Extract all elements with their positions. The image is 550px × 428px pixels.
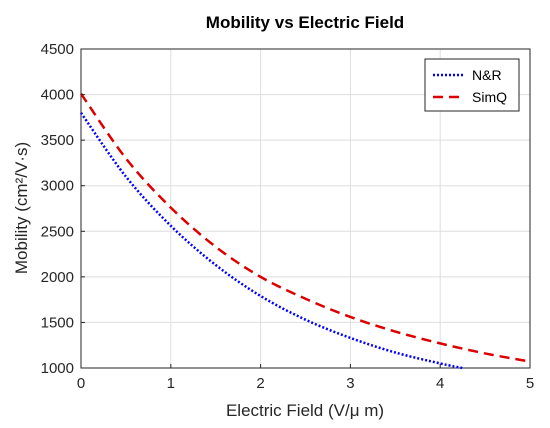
x-tick-label: 2 — [256, 375, 264, 392]
x-tick-label: 5 — [526, 375, 534, 392]
y-axis-label: Mobility (cm²/V·s) — [12, 142, 31, 274]
plot-frame — [80, 48, 531, 369]
y-tick-label: 3500 — [41, 132, 74, 149]
x-tick-label: 3 — [346, 375, 354, 392]
y-tick-labels: 1000 1500 2000 2500 3000 3500 4000 4500 — [41, 41, 85, 377]
series-layer — [79, 92, 531, 370]
x-tick-label: 1 — [167, 375, 175, 392]
x-tick-label: 0 — [77, 375, 85, 392]
x-tick-label: 4 — [436, 375, 444, 392]
y-tick-label: 3000 — [41, 178, 74, 195]
series-line-n-r — [79, 112, 463, 370]
y-tick-label: 2000 — [41, 269, 74, 286]
x-axis-label: Electric Field (V/μ m) — [226, 401, 384, 420]
chart-title: Mobility vs Electric Field — [206, 13, 404, 32]
y-tick-label: 1000 — [41, 360, 74, 377]
legend-box — [424, 58, 520, 112]
x-tick-labels: 0 1 2 3 4 5 — [77, 364, 534, 392]
y-tick-label: 2500 — [41, 223, 74, 240]
series-line-simq — [79, 92, 531, 363]
legend: N&R SimQ — [424, 58, 520, 112]
legend-label: SimQ — [472, 89, 507, 105]
y-tick-label: 1500 — [41, 314, 74, 331]
y-tick-label: 4000 — [41, 87, 74, 104]
y-tick-label: 4500 — [41, 41, 74, 58]
legend-label: N&R — [472, 67, 502, 83]
